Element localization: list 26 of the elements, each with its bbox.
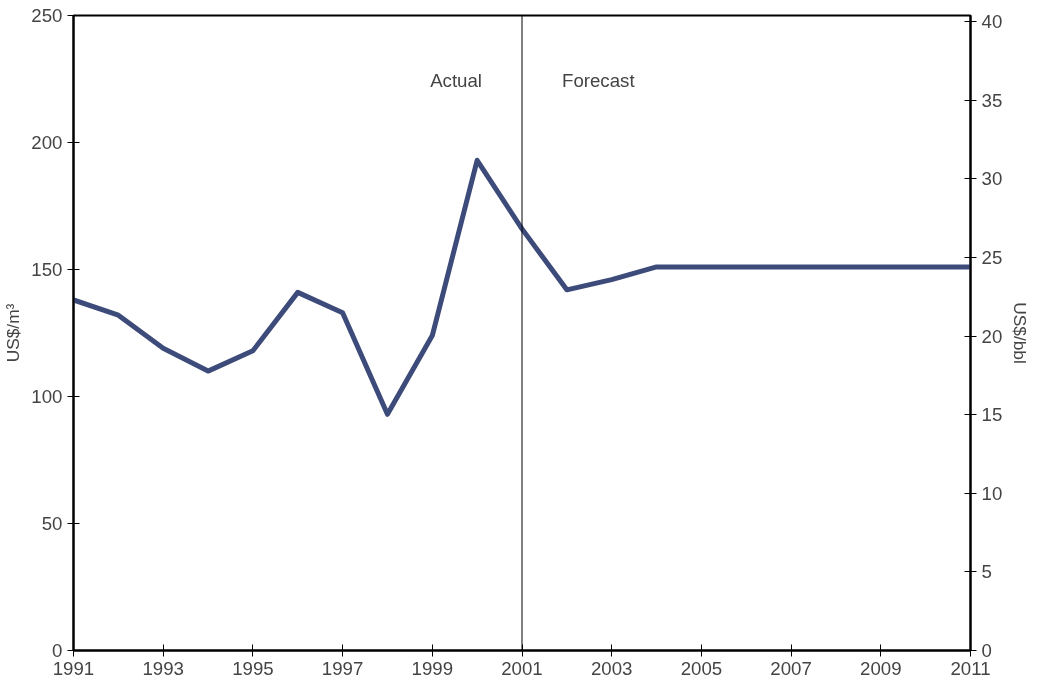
y2-tick-label: 35 (981, 89, 1003, 111)
y-tick-label: 250 (31, 5, 63, 26)
y2-tick-label: 5 (981, 561, 992, 583)
x-tick-label: 2007 (770, 657, 812, 679)
annotation: Forecast (562, 70, 636, 91)
y2-tick-label: 10 (981, 482, 1003, 504)
x-tick-label: 1997 (321, 657, 364, 679)
y-tick-label: 50 (41, 513, 63, 534)
x-tick-label: 1995 (232, 657, 274, 679)
y-tick-label: 100 (31, 386, 63, 407)
y2-tick-label: 20 (981, 325, 1003, 347)
x-tick-label: 1993 (142, 657, 184, 679)
y-axis-title: US$/m³ (3, 303, 24, 363)
annotation: Actual (430, 70, 483, 91)
y2-tick-label: 40 (981, 11, 1003, 33)
y2-tick-label: 30 (981, 168, 1003, 190)
x-tick-label: 1999 (411, 657, 454, 679)
y-tick-label: 150 (31, 259, 63, 280)
x-tick-label: 2001 (501, 657, 543, 679)
y-tick-label: 200 (31, 132, 63, 153)
y2-tick-label: 15 (981, 404, 1003, 426)
y2-axis-title: US$/bbl (1010, 302, 1031, 364)
x-tick-label: 2009 (860, 657, 902, 679)
x-tick-label: 2003 (590, 657, 633, 679)
y2-tick-label: 25 (981, 247, 1003, 269)
x-tick-label: 2005 (680, 657, 723, 679)
